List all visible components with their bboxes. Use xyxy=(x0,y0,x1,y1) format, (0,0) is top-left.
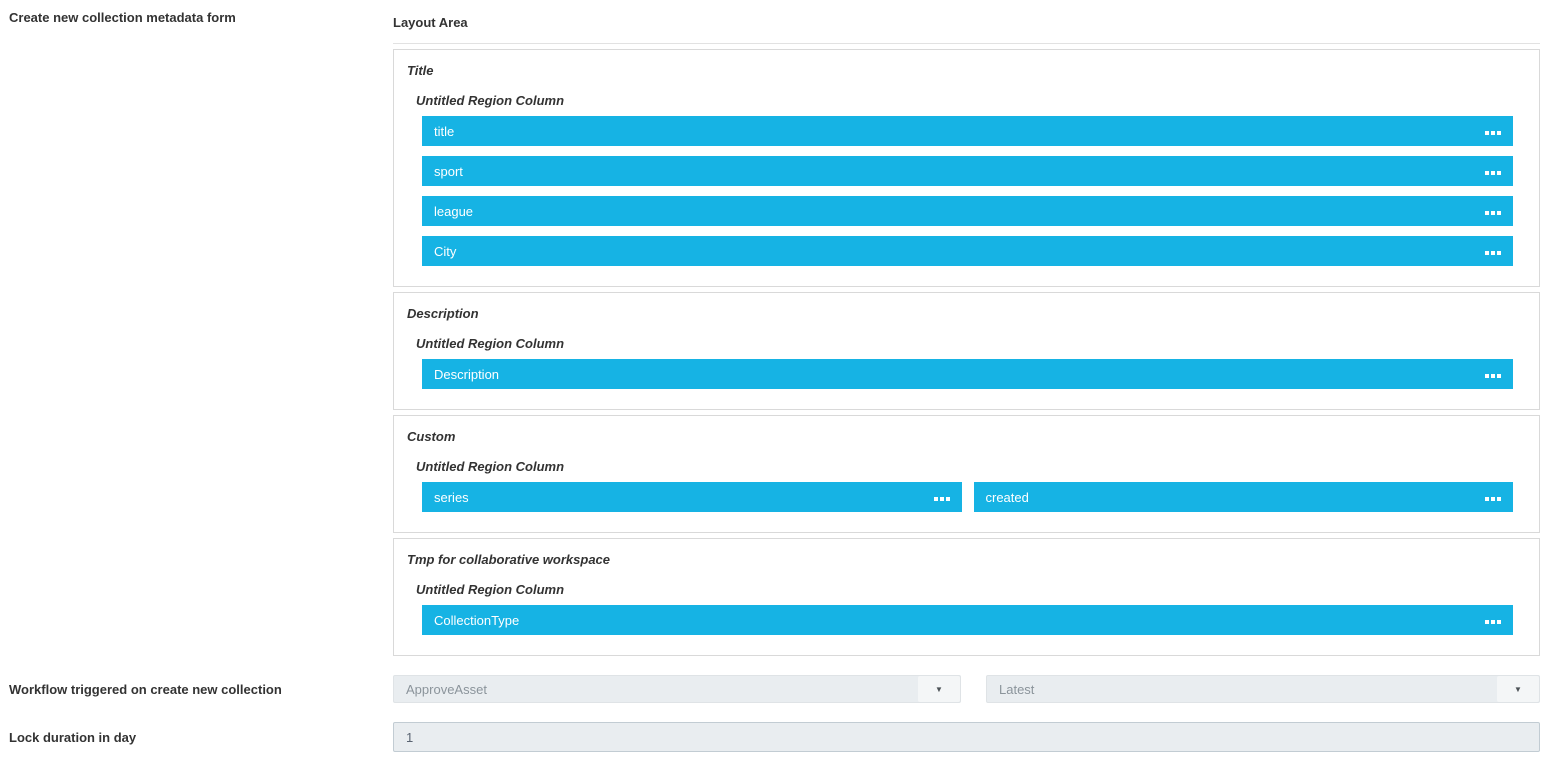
field-label: Description xyxy=(434,366,500,382)
layout-editor-row: Create new collection metadata form Layo… xyxy=(9,0,1540,656)
field-item[interactable]: title xyxy=(422,116,1513,146)
layout-section-tmp-workspace: Tmp for collaborative workspace Untitled… xyxy=(393,538,1540,656)
drag-handle-icon[interactable] xyxy=(1485,207,1501,215)
field-item[interactable]: created xyxy=(973,482,1513,512)
workflow-controls: ApproveAsset ▼ Latest ▼ xyxy=(393,675,1540,703)
region-column-fields: series created xyxy=(422,482,1513,512)
region-column-label: Untitled Region Column xyxy=(416,459,565,474)
field-item[interactable]: sport xyxy=(422,156,1513,186)
drag-handle-icon[interactable] xyxy=(1485,616,1501,624)
field-row: City xyxy=(422,236,1513,266)
drag-handle-icon[interactable] xyxy=(1485,127,1501,135)
layout-section-title: Title Untitled Region Column title sport xyxy=(393,49,1540,287)
drag-handle-icon[interactable] xyxy=(1485,247,1501,255)
workflow-label: Workflow triggered on create new collect… xyxy=(9,681,282,697)
region-column-label: Untitled Region Column xyxy=(416,93,565,108)
region-column-label: Untitled Region Column xyxy=(416,582,565,597)
chevron-down-icon[interactable]: ▼ xyxy=(1497,676,1539,702)
field-row: title xyxy=(422,116,1513,146)
workflow-row: Workflow triggered on create new collect… xyxy=(9,675,1540,703)
chevron-down-icon[interactable]: ▼ xyxy=(918,676,960,702)
lock-duration-input-wrap xyxy=(393,722,1540,752)
layout-section-custom: Custom Untitled Region Column series cre… xyxy=(393,415,1540,533)
drag-handle-icon[interactable] xyxy=(1485,167,1501,175)
layout-area-title: Layout Area xyxy=(393,0,1540,44)
region-column-fields: CollectionType xyxy=(422,605,1513,635)
section-title: Description xyxy=(407,306,479,321)
left-label-column: Create new collection metadata form xyxy=(9,0,393,656)
field-row: Description xyxy=(422,359,1513,389)
section-title: Custom xyxy=(407,429,456,444)
workflow-version-select[interactable]: Latest ▼ xyxy=(986,675,1540,703)
region-column-label: Untitled Region Column xyxy=(416,336,565,351)
workflow-version-select-value: Latest xyxy=(999,681,1035,697)
lock-duration-label: Lock duration in day xyxy=(9,729,137,745)
region-column-fields: title sport league xyxy=(422,116,1513,266)
field-label: CollectionType xyxy=(434,612,520,628)
field-label: sport xyxy=(434,163,463,179)
layout-section-description: Description Untitled Region Column Descr… xyxy=(393,292,1540,410)
field-row: series created xyxy=(422,482,1513,512)
field-label: series xyxy=(434,489,469,505)
field-label: created xyxy=(985,489,1029,505)
field-item[interactable]: Description xyxy=(422,359,1513,389)
section-title: Title xyxy=(407,63,434,78)
field-row: league xyxy=(422,196,1513,226)
section-title: Tmp for collaborative workspace xyxy=(407,552,611,567)
lock-duration-row: Lock duration in day xyxy=(9,722,1540,752)
drag-handle-icon[interactable] xyxy=(1485,493,1501,501)
form-name-label: Create new collection metadata form xyxy=(9,10,236,25)
field-label: City xyxy=(434,243,457,259)
workflow-select[interactable]: ApproveAsset ▼ xyxy=(393,675,961,703)
drag-handle-icon[interactable] xyxy=(1485,370,1501,378)
lock-duration-input[interactable] xyxy=(393,722,1540,752)
field-label: league xyxy=(434,203,474,219)
field-item[interactable]: City xyxy=(422,236,1513,266)
field-row: sport xyxy=(422,156,1513,186)
field-row: CollectionType xyxy=(422,605,1513,635)
field-label: title xyxy=(434,123,455,139)
workflow-select-value: ApproveAsset xyxy=(406,681,487,697)
layout-area: Layout Area Title Untitled Region Column… xyxy=(393,0,1540,656)
field-item[interactable]: league xyxy=(422,196,1513,226)
drag-handle-icon[interactable] xyxy=(933,493,950,501)
field-item[interactable]: series xyxy=(422,482,962,512)
region-column-fields: Description xyxy=(422,359,1513,389)
field-item[interactable]: CollectionType xyxy=(422,605,1513,635)
